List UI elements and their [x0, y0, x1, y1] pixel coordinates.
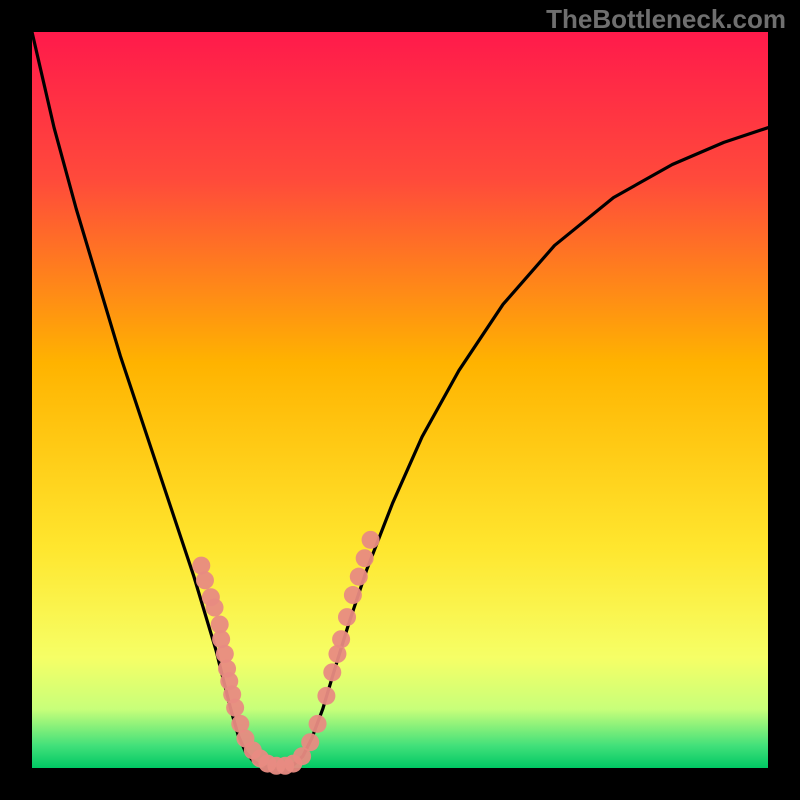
chart-svg [0, 0, 800, 800]
chart-root: TheBottleneck.com [0, 0, 800, 800]
marker-dot [317, 687, 335, 705]
marker-dot [350, 568, 368, 586]
marker-dot [332, 630, 350, 648]
marker-dot [226, 699, 244, 717]
marker-dot [323, 663, 341, 681]
heat-gradient-plot [32, 32, 768, 768]
marker-dot [356, 549, 374, 567]
marker-dot [301, 733, 319, 751]
watermark-text: TheBottleneck.com [546, 4, 786, 35]
marker-dot [206, 599, 224, 617]
marker-dot [309, 715, 327, 733]
marker-dot [338, 608, 356, 626]
marker-dot [344, 586, 362, 604]
marker-dot [196, 571, 214, 589]
marker-dot [362, 531, 380, 549]
